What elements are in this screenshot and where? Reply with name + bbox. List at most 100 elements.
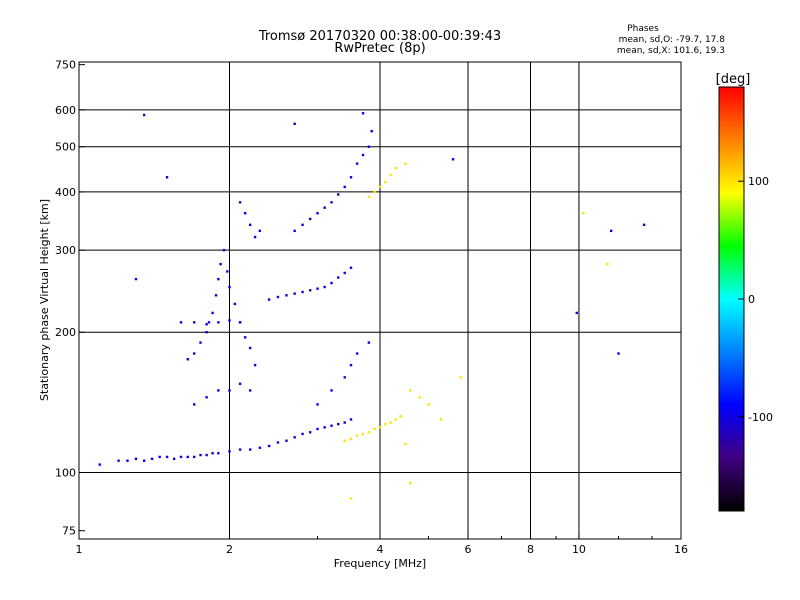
data-point <box>244 336 247 339</box>
data-point <box>238 448 242 451</box>
data-point <box>323 206 326 209</box>
data-point <box>238 382 242 386</box>
data-point <box>248 448 252 451</box>
data-point <box>253 235 257 239</box>
data-point <box>150 457 154 461</box>
data-point <box>399 415 402 418</box>
data-point <box>349 437 353 441</box>
data-point <box>609 229 613 233</box>
data-point <box>214 294 218 297</box>
data-point <box>217 389 220 392</box>
y-tick-label: 750 <box>55 59 76 72</box>
plot-area: 1 2 4 6 8 10 16 75 100 200 300 400 500 600 750 <box>55 59 688 556</box>
data-point <box>179 321 183 324</box>
data-point <box>323 426 326 429</box>
x-axis-label: Frequency [MHz] <box>334 557 426 570</box>
x-tick-label: 6 <box>465 543 472 556</box>
data-point <box>617 352 620 355</box>
x-tick-label: 16 <box>674 543 688 556</box>
data-point <box>158 455 161 459</box>
data-point <box>293 436 296 439</box>
data-point <box>217 321 220 324</box>
data-point <box>343 376 346 379</box>
data-point <box>349 176 353 179</box>
data-point <box>186 358 189 361</box>
data-point <box>205 453 208 457</box>
data-point <box>207 321 211 324</box>
data-point <box>172 457 176 461</box>
data-point <box>258 229 262 233</box>
data-point <box>193 352 196 355</box>
x-tick-label: 4 <box>377 543 384 556</box>
legend-title: Phases <box>627 24 659 34</box>
data-point <box>389 421 392 424</box>
data-point <box>142 113 146 117</box>
colorbar-tick-label: -100 <box>748 411 773 424</box>
data-point <box>349 266 353 269</box>
data-point <box>343 439 346 442</box>
data-point <box>293 229 296 233</box>
x-tick-label: 2 <box>226 543 233 556</box>
data-point <box>238 321 242 324</box>
data-point <box>134 457 138 461</box>
data-point <box>179 455 183 459</box>
data-point <box>258 446 262 449</box>
data-point <box>355 162 359 165</box>
data-point <box>211 452 214 455</box>
data-point <box>439 418 443 421</box>
y-tick-label: 500 <box>55 141 76 154</box>
data-point <box>308 431 312 434</box>
data-point <box>330 201 333 204</box>
data-point <box>367 145 371 148</box>
y-tick-label: 75 <box>62 525 76 538</box>
data-point <box>459 376 462 379</box>
data-point <box>267 444 271 448</box>
data-point <box>316 287 319 290</box>
data-point <box>343 421 346 424</box>
data-point <box>330 281 333 285</box>
data-point <box>126 459 129 462</box>
data-point <box>575 311 578 315</box>
data-point <box>211 311 214 315</box>
data-point <box>244 212 247 215</box>
data-point <box>222 248 226 252</box>
data-point <box>193 321 196 324</box>
data-point <box>384 422 387 426</box>
data-point <box>373 190 376 194</box>
x-tick-label: 10 <box>572 543 586 556</box>
data-point <box>355 434 359 437</box>
x-tick-label: 8 <box>527 543 534 556</box>
data-point <box>308 217 312 221</box>
data-point <box>238 201 242 204</box>
data-point <box>404 443 407 446</box>
data-point <box>355 352 359 355</box>
data-point <box>361 432 365 436</box>
data-point <box>285 294 288 297</box>
y-tick-label: 400 <box>55 186 76 199</box>
data-point <box>199 453 202 457</box>
data-point <box>337 422 340 426</box>
data-point <box>165 176 169 179</box>
data-point <box>316 403 319 406</box>
data-point <box>205 323 208 326</box>
data-point <box>276 441 280 444</box>
data-point <box>233 302 237 306</box>
grid-lines <box>79 62 681 539</box>
data-point <box>199 341 202 344</box>
y-tick-label: 200 <box>55 326 76 339</box>
data-point <box>361 112 365 115</box>
legend-line-o: mean, sd,O: -79.7, 17.8 <box>619 35 726 45</box>
data-point <box>165 455 169 459</box>
data-point <box>409 481 412 485</box>
chart-subtitle: RwPretec (8p) <box>334 41 425 56</box>
y-tick-label: 600 <box>55 104 76 117</box>
data-point <box>248 346 252 350</box>
data-point <box>367 431 371 434</box>
data-point <box>373 427 376 431</box>
data-point <box>337 193 340 196</box>
data-point <box>142 459 146 462</box>
data-points <box>98 112 646 500</box>
colorbar-tick-label: 100 <box>748 175 769 188</box>
data-point <box>217 277 220 281</box>
